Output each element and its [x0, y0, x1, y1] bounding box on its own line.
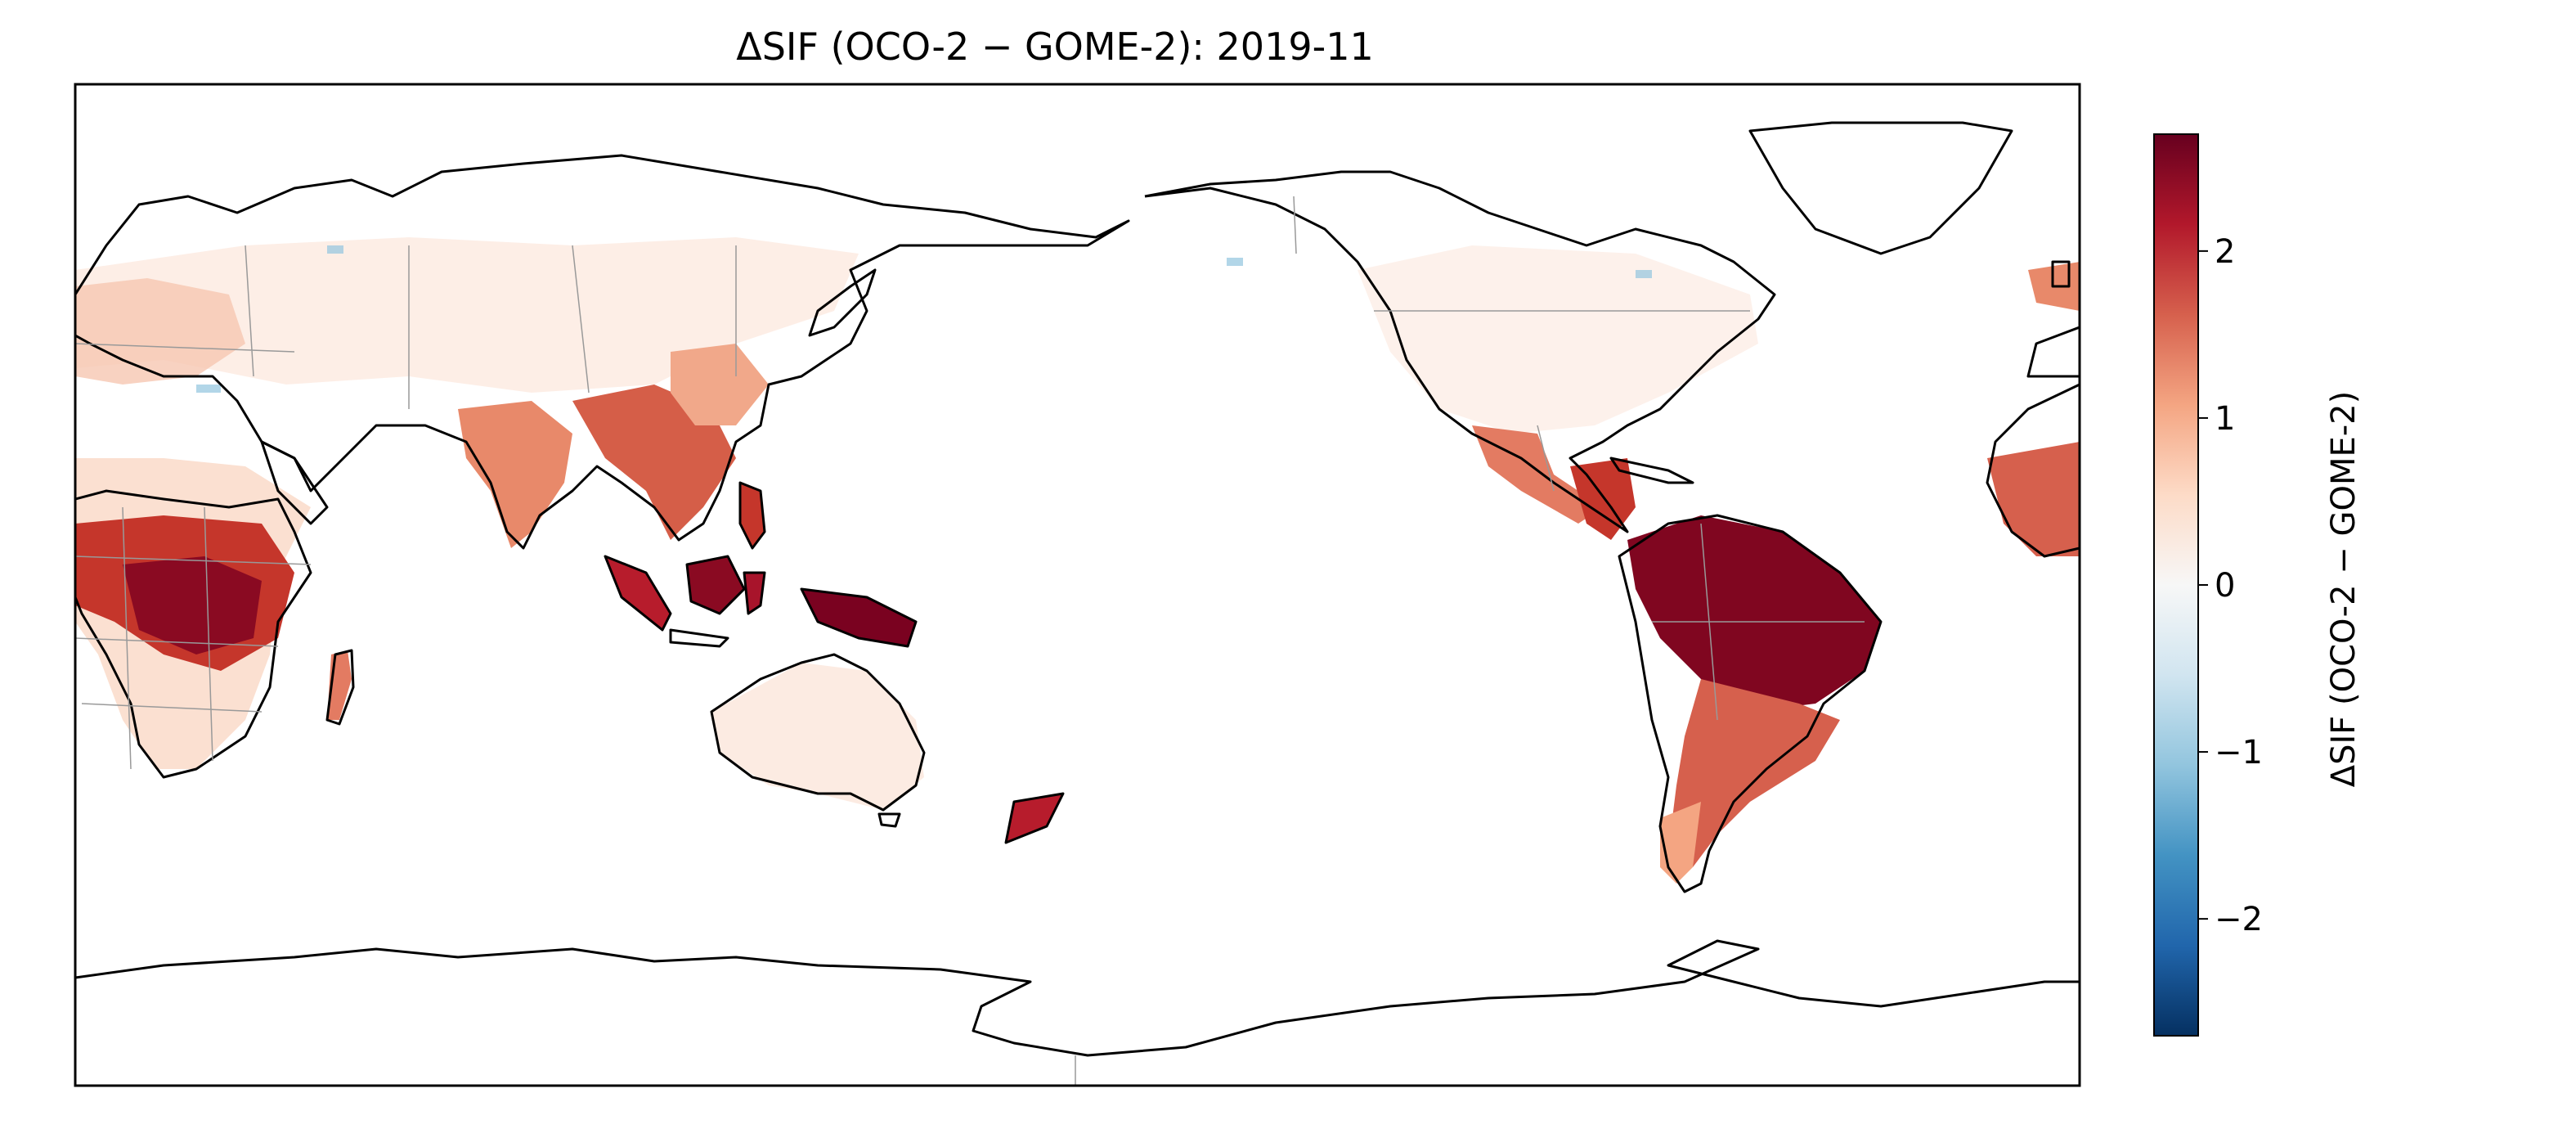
britain-coastline [2051, 260, 2071, 288]
sulawesi-anomaly [744, 573, 765, 614]
colorbar-tick-label: −1 [2215, 734, 2263, 771]
country-borders [75, 196, 1865, 1086]
colorbar-tick-label: −2 [2215, 901, 2263, 938]
south-america-south-anomaly [1668, 679, 1840, 867]
colorbar-tick-label: 2 [2215, 233, 2235, 271]
philippines-anomaly [740, 483, 765, 548]
australia-anomaly [711, 663, 924, 810]
border-lines-americas [1293, 196, 1865, 721]
amazon-anomaly [1627, 515, 1881, 712]
greenland-coastline [1748, 121, 2013, 255]
west-africa-coastline [1986, 383, 2080, 558]
eurasia-coastline [75, 154, 1130, 550]
new-zealand-coastline [1004, 792, 1065, 844]
africa-coastline [75, 489, 312, 779]
antarctica-coastline [75, 939, 2080, 1057]
sumatra-coastline [604, 555, 672, 632]
arabia-coastline [260, 440, 329, 525]
new-zealand-anomaly [1006, 794, 1063, 843]
coastlines [75, 121, 2080, 1057]
colorbar-tick-label: 1 [2215, 400, 2235, 438]
borneo-coastline [685, 555, 746, 615]
sumatra-anomaly [605, 556, 671, 630]
australia-coastline [710, 653, 926, 812]
sulawesi-coastline [743, 571, 766, 615]
iberia-coastline [2026, 326, 2080, 378]
sif-anomaly-layer [75, 237, 2080, 884]
north-america-coastline [1144, 170, 1776, 533]
colorbar-tick-label: 0 [2215, 567, 2235, 605]
colorbar: 2 1 0 −1 −2 [2153, 133, 2263, 1037]
north-america-pale [1358, 245, 1758, 434]
map-frame [74, 83, 2081, 1087]
caribbean-coastline [1609, 457, 1694, 484]
colorbar-gradient [2153, 133, 2199, 1037]
map-title: ΔSIF (OCO-2 − GOME-2): 2019-11 [736, 25, 1374, 69]
border-lines-eurasia [75, 245, 737, 409]
map-layers [75, 121, 2080, 1086]
south-america-coastline [1618, 514, 1883, 893]
tasmania-coastline [877, 812, 901, 828]
new-guinea-coastline [800, 587, 918, 648]
java-coastline [669, 628, 729, 648]
eurasia-pale-region [75, 237, 859, 393]
colorbar-ticks: 2 1 0 −1 −2 [2198, 233, 2263, 938]
madagascar-coastline [325, 649, 355, 726]
congo-basin-anomaly [123, 556, 262, 654]
border-lines-africa [75, 506, 312, 770]
borneo-anomaly [687, 556, 744, 614]
new-guinea-anomaly [801, 589, 916, 646]
patagonia-anomaly [1660, 802, 1701, 884]
japan-coastline [808, 268, 877, 337]
southern-china-anomaly [671, 344, 769, 425]
colorbar-label: ΔSIF (OCO-2 − GOME-2) [2325, 390, 2363, 788]
philippines-coastline [738, 481, 766, 550]
